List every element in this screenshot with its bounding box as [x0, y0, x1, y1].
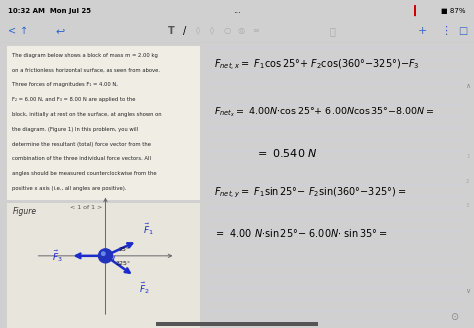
Text: ∞: ∞ — [252, 27, 259, 35]
Text: $F_{net,x}{=}\ F_1\cos 25°{+}\ F_2\cos(360°{-}325°){-}F_3$: $F_{net,x}{=}\ F_1\cos 25°{+}\ F_2\cos(3… — [214, 58, 419, 73]
Text: ⋮: ⋮ — [440, 26, 451, 36]
Text: ∧: ∧ — [465, 83, 470, 89]
Text: ...: ... — [233, 6, 241, 15]
Text: $F_{net,y}{=}\ F_1\sin 25°{-}\ F_2\sin\!\left(360°{-}325°\right){=}$: $F_{net,y}{=}\ F_1\sin 25°{-}\ F_2\sin\!… — [214, 185, 406, 200]
Text: determine the resultant (total) force vector from the: determine the resultant (total) force ve… — [12, 142, 151, 147]
Circle shape — [99, 249, 112, 263]
Bar — [156, 322, 318, 326]
Text: Figure: Figure — [12, 207, 36, 216]
Text: $\vec{F}_1$: $\vec{F}_1$ — [143, 222, 153, 237]
Text: block, initially at rest on the surface, at angles shown on: block, initially at rest on the surface,… — [12, 112, 162, 117]
Text: ■ 87%: ■ 87% — [441, 8, 466, 14]
Text: Three forces of magnitudes F₁ = 4.00 N,: Three forces of magnitudes F₁ = 4.00 N, — [12, 82, 118, 87]
Text: The diagram below shows a block of mass m = 2.00 kg: The diagram below shows a block of mass … — [12, 52, 158, 58]
Text: ↩: ↩ — [55, 26, 64, 36]
Text: ⊙: ⊙ — [450, 312, 458, 322]
Text: ∨: ∨ — [465, 288, 470, 295]
Text: angles should be measured counterclockwise from the: angles should be measured counterclockwi… — [12, 171, 157, 176]
Text: ◊: ◊ — [196, 27, 200, 35]
Text: +: + — [418, 26, 428, 36]
Text: ↑: ↑ — [20, 26, 28, 36]
Text: <: < — [8, 26, 16, 36]
Text: /: / — [183, 26, 186, 36]
Text: 3: 3 — [466, 203, 470, 208]
Text: $\vec{F}_2$: $\vec{F}_2$ — [139, 280, 150, 296]
Text: $F_{net_x}{=}\ 4.00N{\cdot}\cos25°{+}\ 6.00N\cos 35°{-}8.00N{=}$: $F_{net_x}{=}\ 4.00N{\cdot}\cos25°{+}\ 6… — [214, 105, 434, 119]
Text: 10:32 AM  Mon Jul 25: 10:32 AM Mon Jul 25 — [8, 8, 91, 14]
Text: ○: ○ — [224, 27, 231, 35]
Circle shape — [101, 252, 105, 256]
Text: the diagram. (Figure 1) In this problem, you will: the diagram. (Figure 1) In this problem,… — [12, 127, 138, 132]
Text: combination of the three individual force vectors. All: combination of the three individual forc… — [12, 156, 151, 161]
Text: T: T — [168, 26, 175, 36]
Text: on a frictionless horizontal surface, as seen from above.: on a frictionless horizontal surface, as… — [12, 68, 160, 72]
Text: < 1 of 1 >: < 1 of 1 > — [71, 205, 103, 210]
Text: F₂ = 6.00 N, and F₃ = 8.00 N are applied to the: F₂ = 6.00 N, and F₃ = 8.00 N are applied… — [12, 97, 136, 102]
Text: □: □ — [458, 26, 467, 36]
Text: 2: 2 — [466, 179, 470, 184]
Bar — [6, 202, 200, 328]
Text: $=\ 4.00\ N{\cdot}\sin 25°{-}\ 6.00N{\cdot}\ \sin 35°{=}$: $=\ 4.00\ N{\cdot}\sin 25°{-}\ 6.00N{\cd… — [214, 227, 387, 239]
Text: ◎: ◎ — [238, 27, 245, 35]
Bar — [6, 46, 200, 199]
Text: positive x axis (i.e., all angles are positive).: positive x axis (i.e., all angles are po… — [12, 186, 127, 191]
Text: $=\ 0.540\ N$: $=\ 0.540\ N$ — [255, 147, 318, 159]
Text: 1: 1 — [466, 154, 470, 159]
Text: $\vec{F}_3$: $\vec{F}_3$ — [52, 248, 63, 264]
Text: ⎓: ⎓ — [330, 26, 336, 36]
Text: ◊: ◊ — [210, 27, 214, 35]
Text: 25°: 25° — [118, 247, 129, 252]
Text: 325°: 325° — [115, 261, 130, 266]
